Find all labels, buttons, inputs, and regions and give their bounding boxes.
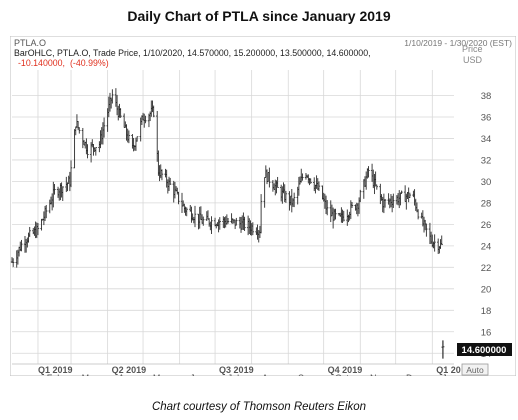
change-value: -10.140000, xyxy=(18,58,65,68)
chart-caption: Chart courtesy of Thomson Reuters Eikon xyxy=(151,401,367,413)
month-label: Aug xyxy=(262,373,278,376)
last-price-tag xyxy=(457,343,512,356)
y-tick-label: 18 xyxy=(481,306,492,317)
y-tick-label: 32 xyxy=(481,155,492,166)
last-price-value: 14.600000 xyxy=(462,345,507,356)
month-label: Sep xyxy=(298,373,314,376)
quarter-label: Q2 2019 xyxy=(112,365,147,375)
month-label: Jan xyxy=(442,373,457,376)
month-label: May xyxy=(153,373,171,376)
y-tick-label: 24 xyxy=(481,241,492,252)
currency-label: USD xyxy=(463,55,483,65)
month-label: Oct xyxy=(335,373,350,376)
y-tick-label: 26 xyxy=(481,220,492,231)
quarter-label: Q3 2019 xyxy=(219,365,254,375)
ohlc-bars xyxy=(10,88,445,359)
month-label: Nov xyxy=(370,373,387,376)
month-label: Jun xyxy=(190,373,205,376)
y-tick-label: 34 xyxy=(481,134,492,145)
y-tick-label: 28 xyxy=(481,198,492,209)
month-label: Dec xyxy=(406,373,423,376)
symbol-label: PTLA.O xyxy=(14,38,46,48)
month-label: Feb xyxy=(47,373,63,376)
grid-lines xyxy=(12,70,454,365)
x-axis-labels: FebMarAprMayJunJulAugSepOctNovDecJanQ1 2… xyxy=(38,365,461,376)
month-label: Apr xyxy=(118,373,132,376)
y-tick-label: 16 xyxy=(481,327,492,338)
chart-svg: 14161820222426283032343638 FebMarAprMayJ… xyxy=(10,36,516,376)
quarter-label: Q4 2019 xyxy=(328,365,363,375)
y-tick-label: 30 xyxy=(481,177,492,188)
quarter-label: Q1 2019 xyxy=(38,365,73,375)
chart-title: Daily Chart of PTLA since January 2019 xyxy=(127,8,391,24)
y-tick-label: 20 xyxy=(481,284,492,295)
y-tick-label: 38 xyxy=(481,91,492,102)
price-chart[interactable]: 14161820222426283032343638 FebMarAprMayJ… xyxy=(10,36,516,376)
change-percent: (-40.99%) xyxy=(70,58,109,68)
auto-scale-button[interactable] xyxy=(461,363,489,376)
month-label: Jul xyxy=(228,373,240,376)
ohlc-readout: BarOHLC, PTLA.O, Trade Price, 1/10/2020,… xyxy=(14,48,371,58)
chart-frame xyxy=(10,36,516,376)
auto-scale-label: Auto xyxy=(466,365,484,375)
month-label: Mar xyxy=(82,373,98,376)
date-range-label: 1/10/2019 - 1/30/2020 (EST) xyxy=(404,38,512,48)
y-tick-label: 36 xyxy=(481,112,492,123)
quarter-label: Q1 20 xyxy=(436,365,461,375)
y-tick-label: 22 xyxy=(481,263,492,274)
price-axis-label: Price xyxy=(462,44,483,54)
